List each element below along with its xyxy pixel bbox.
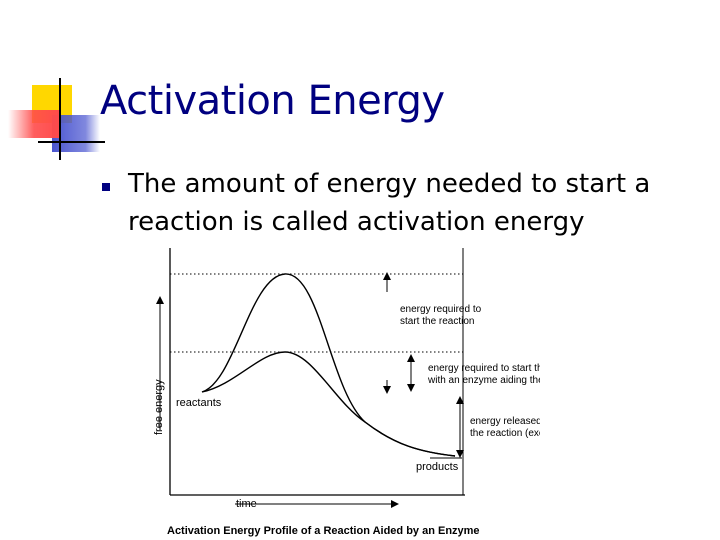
energy-released-label-line2: the reaction (exergonic)	[470, 428, 540, 439]
overlapping-squares-logo	[8, 78, 105, 160]
slide-title: Activation Energy	[100, 78, 445, 124]
uncatalyzed-curve	[201, 273, 456, 457]
uncatalyzed-energy-label-line2: start the reaction	[400, 316, 474, 327]
enzyme-energy-label-line1: energy required to start the reaction	[428, 363, 540, 374]
reactants-label: reactants	[176, 397, 222, 409]
enzyme-curve	[201, 351, 456, 457]
activation-energy-diagram: free energy reactants products energy re…	[153, 248, 540, 537]
bullet-text: The amount of energy needed to start a r…	[128, 169, 651, 237]
x-axis-label: time	[236, 498, 257, 510]
energy-released-label-line1: energy released by	[470, 416, 540, 427]
square-bullet-icon	[102, 183, 110, 191]
diagram-caption: Activation Energy Profile of a Reaction …	[167, 525, 480, 537]
logo-red-square	[8, 110, 60, 138]
enzyme-energy-label-line2: with an enzyme aiding the reaction	[427, 375, 540, 386]
uncatalyzed-energy-label-line1: energy required to	[400, 304, 482, 315]
y-axis-label: free energy	[153, 379, 165, 435]
products-label: products	[416, 461, 459, 473]
